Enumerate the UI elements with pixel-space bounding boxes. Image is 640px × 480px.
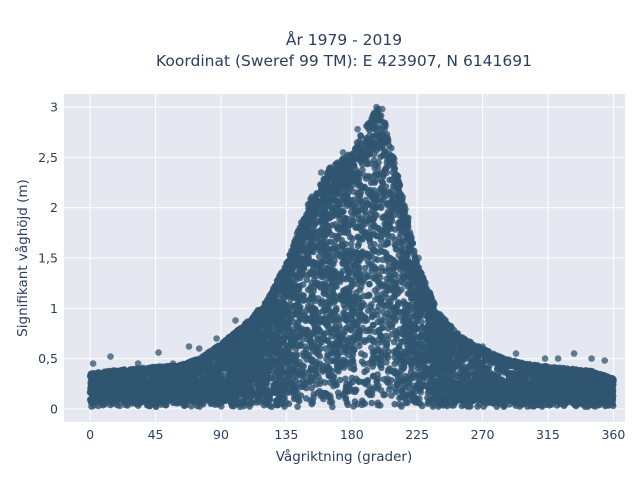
data-point xyxy=(301,343,309,350)
data-point xyxy=(382,241,389,248)
chart-title-line2: Koordinat (Sweref 99 TM): E 423907, N 61… xyxy=(156,52,532,70)
data-point xyxy=(382,267,390,275)
data-point xyxy=(342,375,349,383)
data-point xyxy=(361,352,369,359)
data-point xyxy=(315,253,323,260)
data-points xyxy=(86,103,617,411)
data-point xyxy=(361,264,369,272)
data-point xyxy=(368,399,376,407)
chart-title-line1: År 1979 - 2019 xyxy=(286,30,402,49)
